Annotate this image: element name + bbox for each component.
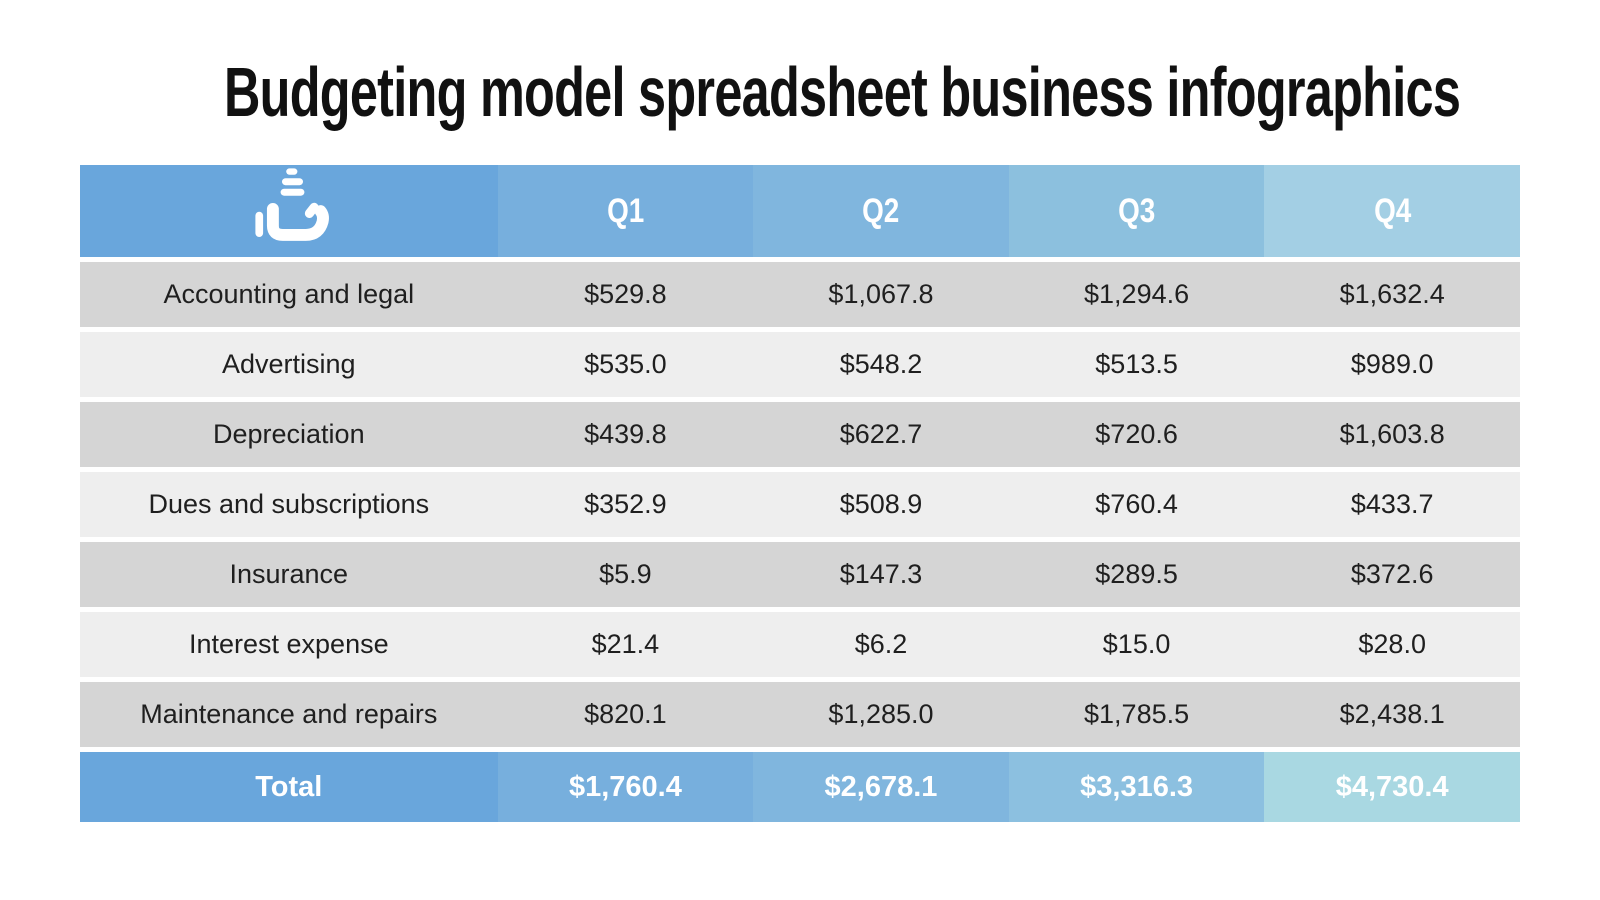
hand-receiving-coins-icon xyxy=(233,167,345,251)
row-label: Dues and subscriptions xyxy=(80,472,498,537)
total-value: $1,760.4 xyxy=(497,752,754,822)
budget-table-container: Q1 Q2 Q3 Q4 Accounting and legal $529.8 … xyxy=(80,160,1520,827)
cell-value: $820.1 xyxy=(497,682,754,747)
table-row: Maintenance and repairs $820.1 $1,285.0 … xyxy=(80,682,1520,747)
cell-value: $147.3 xyxy=(753,542,1009,607)
total-label: Total xyxy=(80,752,498,822)
cell-value: $508.9 xyxy=(753,472,1009,537)
cell-value: $5.9 xyxy=(497,542,754,607)
cell-value: $760.4 xyxy=(1008,472,1265,537)
cell-value: $529.8 xyxy=(497,262,754,327)
cell-value: $622.7 xyxy=(753,402,1009,467)
cell-value: $6.2 xyxy=(753,612,1009,677)
cell-value: $352.9 xyxy=(497,472,754,537)
row-label: Depreciation xyxy=(80,402,498,467)
table-row: Accounting and legal $529.8 $1,067.8 $1,… xyxy=(80,262,1520,327)
table-row: Advertising $535.0 $548.2 $513.5 $989.0 xyxy=(80,332,1520,397)
budget-table: Q1 Q2 Q3 Q4 Accounting and legal $529.8 … xyxy=(80,160,1520,827)
column-header-q1: Q1 xyxy=(497,165,754,257)
cell-value: $1,632.4 xyxy=(1264,262,1520,327)
column-header-q3: Q3 xyxy=(1008,165,1265,257)
table-row: Interest expense $21.4 $6.2 $15.0 $28.0 xyxy=(80,612,1520,677)
total-value: $3,316.3 xyxy=(1008,752,1265,822)
cell-value: $2,438.1 xyxy=(1264,682,1520,747)
column-header-q4: Q4 xyxy=(1264,165,1520,257)
row-label: Advertising xyxy=(80,332,498,397)
cell-value: $28.0 xyxy=(1264,612,1520,677)
cell-value: $513.5 xyxy=(1008,332,1265,397)
table-row: Depreciation $439.8 $622.7 $720.6 $1,603… xyxy=(80,402,1520,467)
row-label: Maintenance and repairs xyxy=(80,682,498,747)
cell-value: $439.8 xyxy=(497,402,754,467)
table-header-row: Q1 Q2 Q3 Q4 xyxy=(80,165,1520,257)
cell-value: $372.6 xyxy=(1264,542,1520,607)
cell-value: $1,067.8 xyxy=(753,262,1009,327)
row-label: Insurance xyxy=(80,542,498,607)
column-header-q2: Q2 xyxy=(753,165,1009,257)
page-title: Budgeting model spreadsheet business inf… xyxy=(224,53,1461,131)
cell-value: $720.6 xyxy=(1008,402,1265,467)
cell-value: $989.0 xyxy=(1264,332,1520,397)
cell-value: $548.2 xyxy=(753,332,1009,397)
cell-value: $433.7 xyxy=(1264,472,1520,537)
cell-value: $15.0 xyxy=(1008,612,1265,677)
cell-value: $535.0 xyxy=(497,332,754,397)
total-value: $2,678.1 xyxy=(753,752,1009,822)
cell-value: $289.5 xyxy=(1008,542,1265,607)
row-label: Interest expense xyxy=(80,612,498,677)
cell-value: $21.4 xyxy=(497,612,754,677)
header-corner-cell xyxy=(80,165,498,257)
total-value: $4,730.4 xyxy=(1264,752,1520,822)
table-total-row: Total $1,760.4 $2,678.1 $3,316.3 $4,730.… xyxy=(80,752,1520,822)
cell-value: $1,294.6 xyxy=(1008,262,1265,327)
cell-value: $1,603.8 xyxy=(1264,402,1520,467)
cell-value: $1,285.0 xyxy=(753,682,1009,747)
table-row: Dues and subscriptions $352.9 $508.9 $76… xyxy=(80,472,1520,537)
row-label: Accounting and legal xyxy=(80,262,498,327)
table-row: Insurance $5.9 $147.3 $289.5 $372.6 xyxy=(80,542,1520,607)
cell-value: $1,785.5 xyxy=(1008,682,1265,747)
